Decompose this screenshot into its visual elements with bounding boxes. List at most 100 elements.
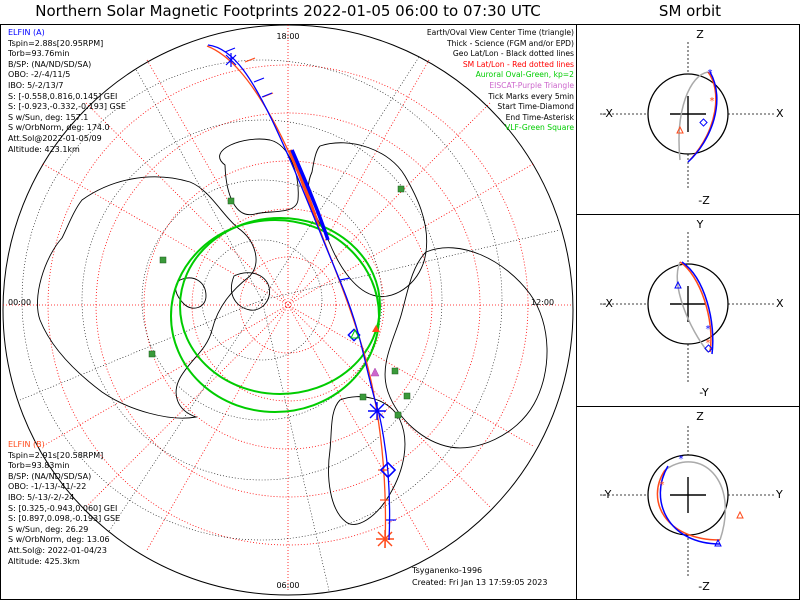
elfin-a-view-triangle <box>350 328 360 339</box>
orbit-asterisk: * <box>710 96 715 107</box>
legend-item: Earth/Oval View Center Time (triangle) <box>426 28 574 37</box>
coastline-arctic-islands <box>175 277 207 309</box>
geo-lon-line <box>89 299 263 561</box>
orbit-elfin-b <box>679 261 712 353</box>
geo-lat-circle <box>81 119 443 481</box>
legend-item: VLF-Green Square <box>505 123 574 133</box>
legend-item: Thick - Science (FGM and/or EPD) <box>447 38 574 48</box>
coastline-europe <box>307 142 428 297</box>
elfin-a-info-line: IBO: 5/-2/13/7 <box>8 80 64 90</box>
vlf-square <box>148 350 156 358</box>
elfin-a-info: ELFIN (A) Tspin=2.88s[20.95RPM] Torb=93.76… <box>8 28 126 155</box>
elfin-b-end-asterisk <box>376 530 394 548</box>
elfin-b-info-line: Torb=93.83min <box>8 461 70 471</box>
orbit-diamond <box>699 118 708 127</box>
elfin-a-ticks <box>224 47 396 521</box>
elfin-a-info-line: S w/Sun, deg: 157.1 <box>8 112 89 122</box>
map-legend: Earth/Oval View Center Time (triangle) Th… <box>427 28 574 134</box>
orbit-asterisk: * <box>660 480 665 491</box>
geo-lon-line <box>261 299 331 595</box>
elfin-b-info-line: S: [0.325,-0.943,0.060] GEI <box>8 503 118 513</box>
tick-mark <box>339 277 351 281</box>
elfin-a-info-line: Tspin=2.88s[20.95RPM] <box>8 38 104 48</box>
auroral-oval-outer <box>170 219 380 413</box>
eiscat-triangle <box>370 367 380 377</box>
sm-orbit-panel-xy: * * Y -Y -X X <box>600 218 784 399</box>
sm-label-top: Z <box>696 28 704 41</box>
model-credit: Tsyganenko-1996 <box>412 566 483 575</box>
orbit-elfin-a <box>659 465 721 545</box>
orbit-triangle <box>674 280 682 289</box>
elfin-b-info-line: Att.Sol@: 2022-01-04/23 <box>8 545 107 555</box>
elfin-a-info-line: ELFIN (A) <box>8 28 45 37</box>
tick-mark <box>244 57 256 63</box>
elfin-b-science <box>288 149 320 226</box>
sm-label-left: -X <box>602 297 613 310</box>
elfin-b-info-line: Tspin=2.91s[20.58RPM] <box>8 450 104 460</box>
orbit-triangle <box>736 510 744 519</box>
sm-label-right: X <box>776 107 784 120</box>
mlt-label-left: 00:00 <box>8 298 31 307</box>
sm-orbit-panel-yz: * * Z -Z -Y Y <box>600 410 783 593</box>
sm-orbit-title: SM orbit <box>658 2 722 20</box>
legend-item: EISCAT-Purple Triangle <box>489 80 574 90</box>
geo-lat-circle <box>141 179 383 421</box>
vlf-square <box>403 392 411 400</box>
orbit-asterisk: * <box>679 454 684 465</box>
elfin-b-info-line: Altitude: 425.3km <box>8 556 80 566</box>
orbit-asterisk: * <box>706 338 711 349</box>
vlf-square <box>227 197 235 205</box>
page-title: Northern Solar Magnetic Footprints 2022-… <box>35 2 541 20</box>
sm-label-bottom: -Z <box>698 194 710 207</box>
elfin-b-info-line: IBO: 5/-13/-2/-24 <box>8 492 75 502</box>
elfin-a-path <box>207 44 391 541</box>
sm-label-right: X <box>776 297 784 310</box>
elfin-a-track <box>207 44 397 541</box>
legend-item: Geo Lat/Lon - Black dotted lines <box>452 49 574 59</box>
sm-label-right: Y <box>775 488 783 501</box>
coastline-asia <box>384 247 548 449</box>
coastline-arctic-islands <box>230 272 270 311</box>
elfin-a-info-line: B/SP: (NA/ND/SD/SA) <box>8 59 92 69</box>
geo-lat-circle <box>201 239 323 361</box>
orbit-triangle <box>676 125 684 134</box>
legend-item: End Time-Asterisk <box>505 112 574 122</box>
elfin-a-info-line: S w/OrbNorm, deg: 174.0 <box>8 123 110 133</box>
auroral-oval-inner <box>179 217 381 395</box>
orbit-asterisk: * <box>706 324 711 335</box>
orbit-diamond <box>704 344 713 353</box>
geo-lon-line <box>261 39 431 301</box>
vlf-square <box>397 185 405 193</box>
elfin-b-info-line: S w/Sun, deg: 26.29 <box>8 524 89 534</box>
coastlines <box>37 138 548 525</box>
geo-lon-line <box>119 39 263 301</box>
mlt-label-bottom: 06:00 <box>276 581 299 590</box>
geo-lat-circle <box>21 59 503 541</box>
coastline-greenland <box>219 138 299 216</box>
tick-mark <box>261 92 273 98</box>
legend-item: SM Lat/Lon - Red dotted lines <box>462 59 574 69</box>
legend-item: Tick Marks every 5min <box>488 91 574 101</box>
orbit-elfin-a <box>687 71 718 163</box>
elfin-a-info-line: Torb=93.76min <box>8 49 70 59</box>
legend-item: Start Time-Diamond <box>497 102 574 112</box>
elfin-a-begin-asterisk <box>225 53 237 67</box>
vlf-stations <box>148 185 411 419</box>
sm-label-bottom: -Z <box>698 580 710 593</box>
sm-orbit-panel-xz: * * Z -Z -X X <box>600 28 784 207</box>
orbit-triangle <box>714 538 722 547</box>
sm-label-left: -Y <box>602 488 612 501</box>
orbit-gray <box>678 71 709 161</box>
elfin-b-info-line: ELFIN (B) <box>8 440 45 449</box>
orbit-elfin-a <box>681 261 714 355</box>
sm-label-top: Z <box>696 410 704 423</box>
elfin-a-info-line: S: [-0.558,0.816,0.145] GEI <box>8 91 118 101</box>
mlt-label-top: 18:00 <box>276 32 299 41</box>
geo-grid <box>19 39 561 595</box>
orbit-gray <box>664 461 726 541</box>
elfin-a-info-line: OBO: -2/-4/11/5 <box>8 70 71 80</box>
elfin-b-info-line: OBO: -1/-13/-41/-22 <box>8 482 87 492</box>
elfin-a-info-line: Att.Sol@2022-01-05/09 <box>8 133 102 143</box>
mlt-label-right: 12:00 <box>531 298 554 307</box>
